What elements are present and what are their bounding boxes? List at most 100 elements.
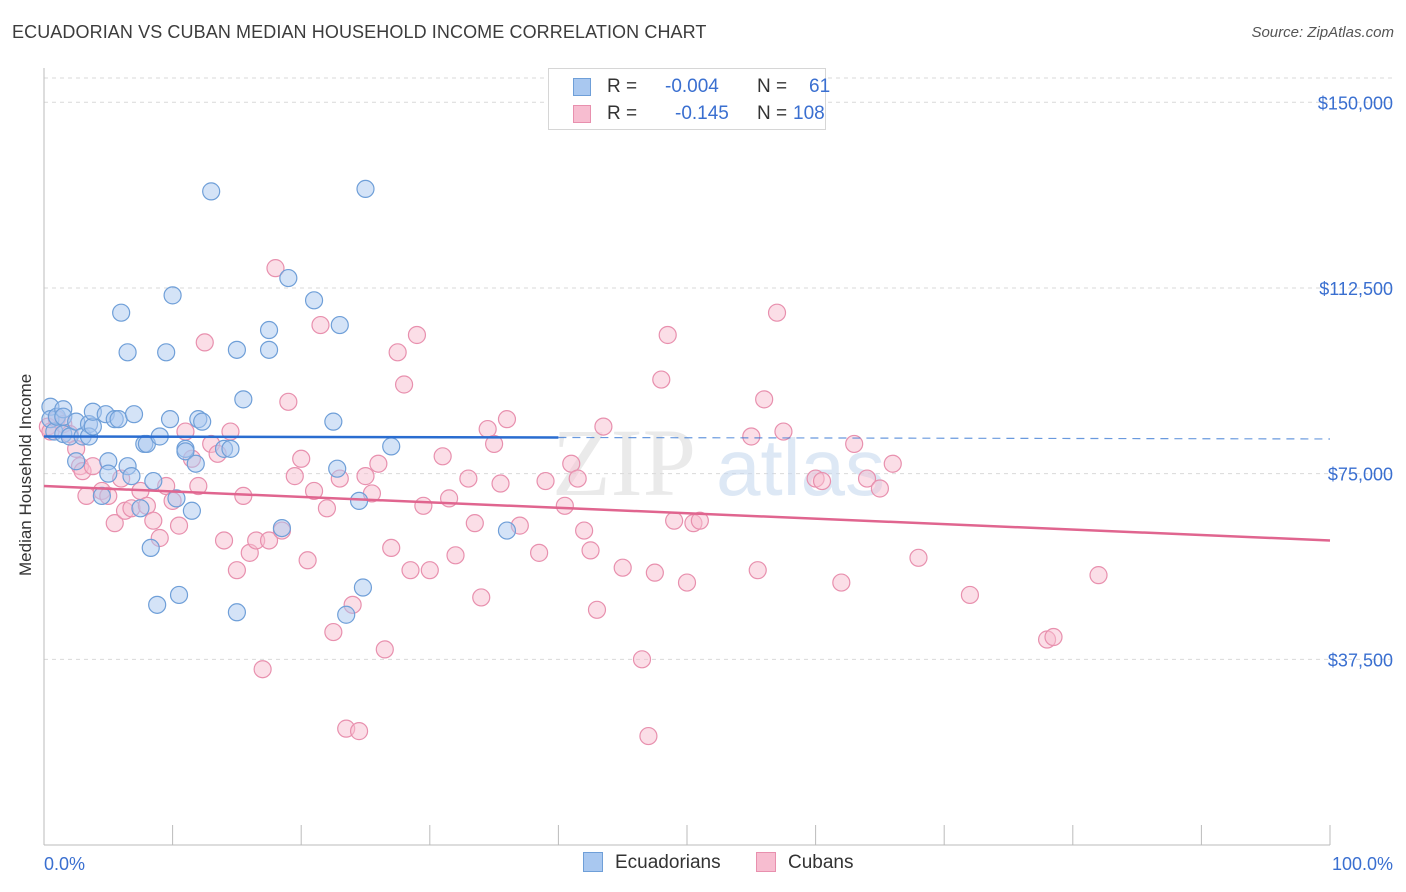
cuban-point (845, 434, 864, 454)
legend-label: Cubans (788, 852, 854, 873)
ecuadorian-point (182, 501, 201, 520)
cuban-point (259, 531, 279, 550)
ecuadorian-point (382, 437, 401, 456)
cuban-point (317, 499, 337, 518)
ecuadorian-point (497, 521, 517, 540)
cuban-point (1044, 627, 1063, 647)
ecuadorian-point (279, 268, 298, 288)
cuban-point (485, 434, 504, 454)
y-axis-label: Median Household Income (16, 373, 35, 576)
cuban-point (279, 392, 298, 411)
cuban-point (375, 640, 394, 659)
y-tick-label: $75,000 (1328, 465, 1393, 485)
ecuadorians-points (41, 179, 517, 624)
cuban-point (857, 469, 877, 488)
x-tick-label: 0.0% (44, 854, 85, 874)
cuban-point (960, 585, 980, 605)
ecuadorian-point (221, 439, 240, 458)
cuban-point (388, 343, 407, 362)
cuban-point (446, 546, 465, 565)
cuban-point (497, 410, 517, 429)
ecuadorian-point (353, 578, 373, 597)
correlation-legend: R = -0.004 N = 61 R = -0.145 N = 108 (548, 68, 830, 130)
ecuadorian-point (122, 467, 141, 486)
legend-n-value: 108 (793, 103, 825, 124)
cuban-point (266, 259, 285, 278)
legend-label: Ecuadorians (615, 852, 721, 873)
cuban-point (285, 467, 304, 486)
cuban-point (369, 454, 388, 473)
ecuadorian-point (337, 605, 356, 624)
cuban-point (870, 479, 890, 498)
cuban-point (105, 514, 124, 533)
y-tick-label: $37,500 (1328, 650, 1393, 670)
legend-swatch-pink (756, 852, 776, 872)
ecuadorian-point (259, 320, 279, 340)
cuban-point (652, 370, 671, 389)
ecuadorian-point (141, 538, 160, 558)
cubans-trend-line (43, 484, 1331, 542)
ecuadorian-point (193, 412, 212, 431)
cuban-point (292, 449, 311, 468)
ecuadorian-point (148, 595, 167, 614)
cuban-point (401, 561, 420, 580)
cuban-point (382, 538, 401, 558)
ecuadorian-point (67, 452, 86, 471)
ecuadorian-point (144, 471, 163, 491)
cuban-point (407, 325, 427, 345)
cuban-point (690, 511, 709, 530)
cuban-point (530, 543, 549, 562)
cuban-point (83, 457, 102, 476)
cuban-point (645, 563, 664, 582)
cuban-point (767, 303, 787, 322)
cuban-point (613, 558, 632, 577)
cuban-point (555, 496, 574, 515)
cuban-point (1089, 566, 1108, 585)
cuban-point (144, 511, 163, 530)
cuban-point (812, 471, 832, 491)
cuban-point (214, 531, 234, 550)
cuban-point (587, 600, 607, 619)
ecuadorian-point (176, 442, 195, 461)
cuban-point (227, 561, 246, 580)
legend-n-value: 61 (809, 76, 831, 97)
cuban-point (665, 511, 684, 530)
cuban-point (349, 722, 369, 741)
ecuadorian-point (349, 491, 369, 510)
cuban-point (658, 325, 677, 345)
legend-r-value: -0.004 (665, 76, 719, 97)
cuban-point (575, 521, 594, 540)
cuban-point (324, 622, 343, 642)
watermark-atlas: atlas (716, 423, 885, 512)
cuban-point (465, 514, 484, 533)
ecuadorian-point (169, 585, 189, 605)
cuban-point (311, 315, 330, 335)
legend-r-value: -0.145 (675, 103, 729, 124)
ecuadorian-point (234, 390, 253, 409)
cuban-point (568, 469, 587, 488)
cuban-point (742, 427, 761, 446)
cuban-point (433, 447, 452, 466)
ecuadorian-point (259, 340, 279, 359)
source-label: Source: ZipAtlas.com (1251, 24, 1394, 41)
cuban-point (677, 573, 697, 592)
cuban-point (414, 496, 433, 515)
y-tick-label: $112,500 (1319, 279, 1393, 299)
cuban-point (883, 454, 902, 473)
cuban-point (394, 375, 414, 394)
axes (43, 68, 1331, 846)
ecuadorian-point (202, 182, 221, 201)
cuban-point (774, 422, 793, 441)
cuban-point (748, 561, 767, 580)
cuban-point (491, 474, 510, 493)
y-tick-label: $150,000 (1318, 93, 1393, 113)
ecuadorian-point (227, 340, 246, 359)
ecuadorian-point (124, 405, 144, 424)
cuban-point (755, 390, 774, 409)
x-tick-label: 100.0% (1332, 854, 1393, 874)
cuban-point (832, 573, 851, 592)
ecuadorian-point (99, 464, 118, 483)
ecuadorian-point (131, 499, 150, 518)
cuban-point (356, 467, 375, 486)
